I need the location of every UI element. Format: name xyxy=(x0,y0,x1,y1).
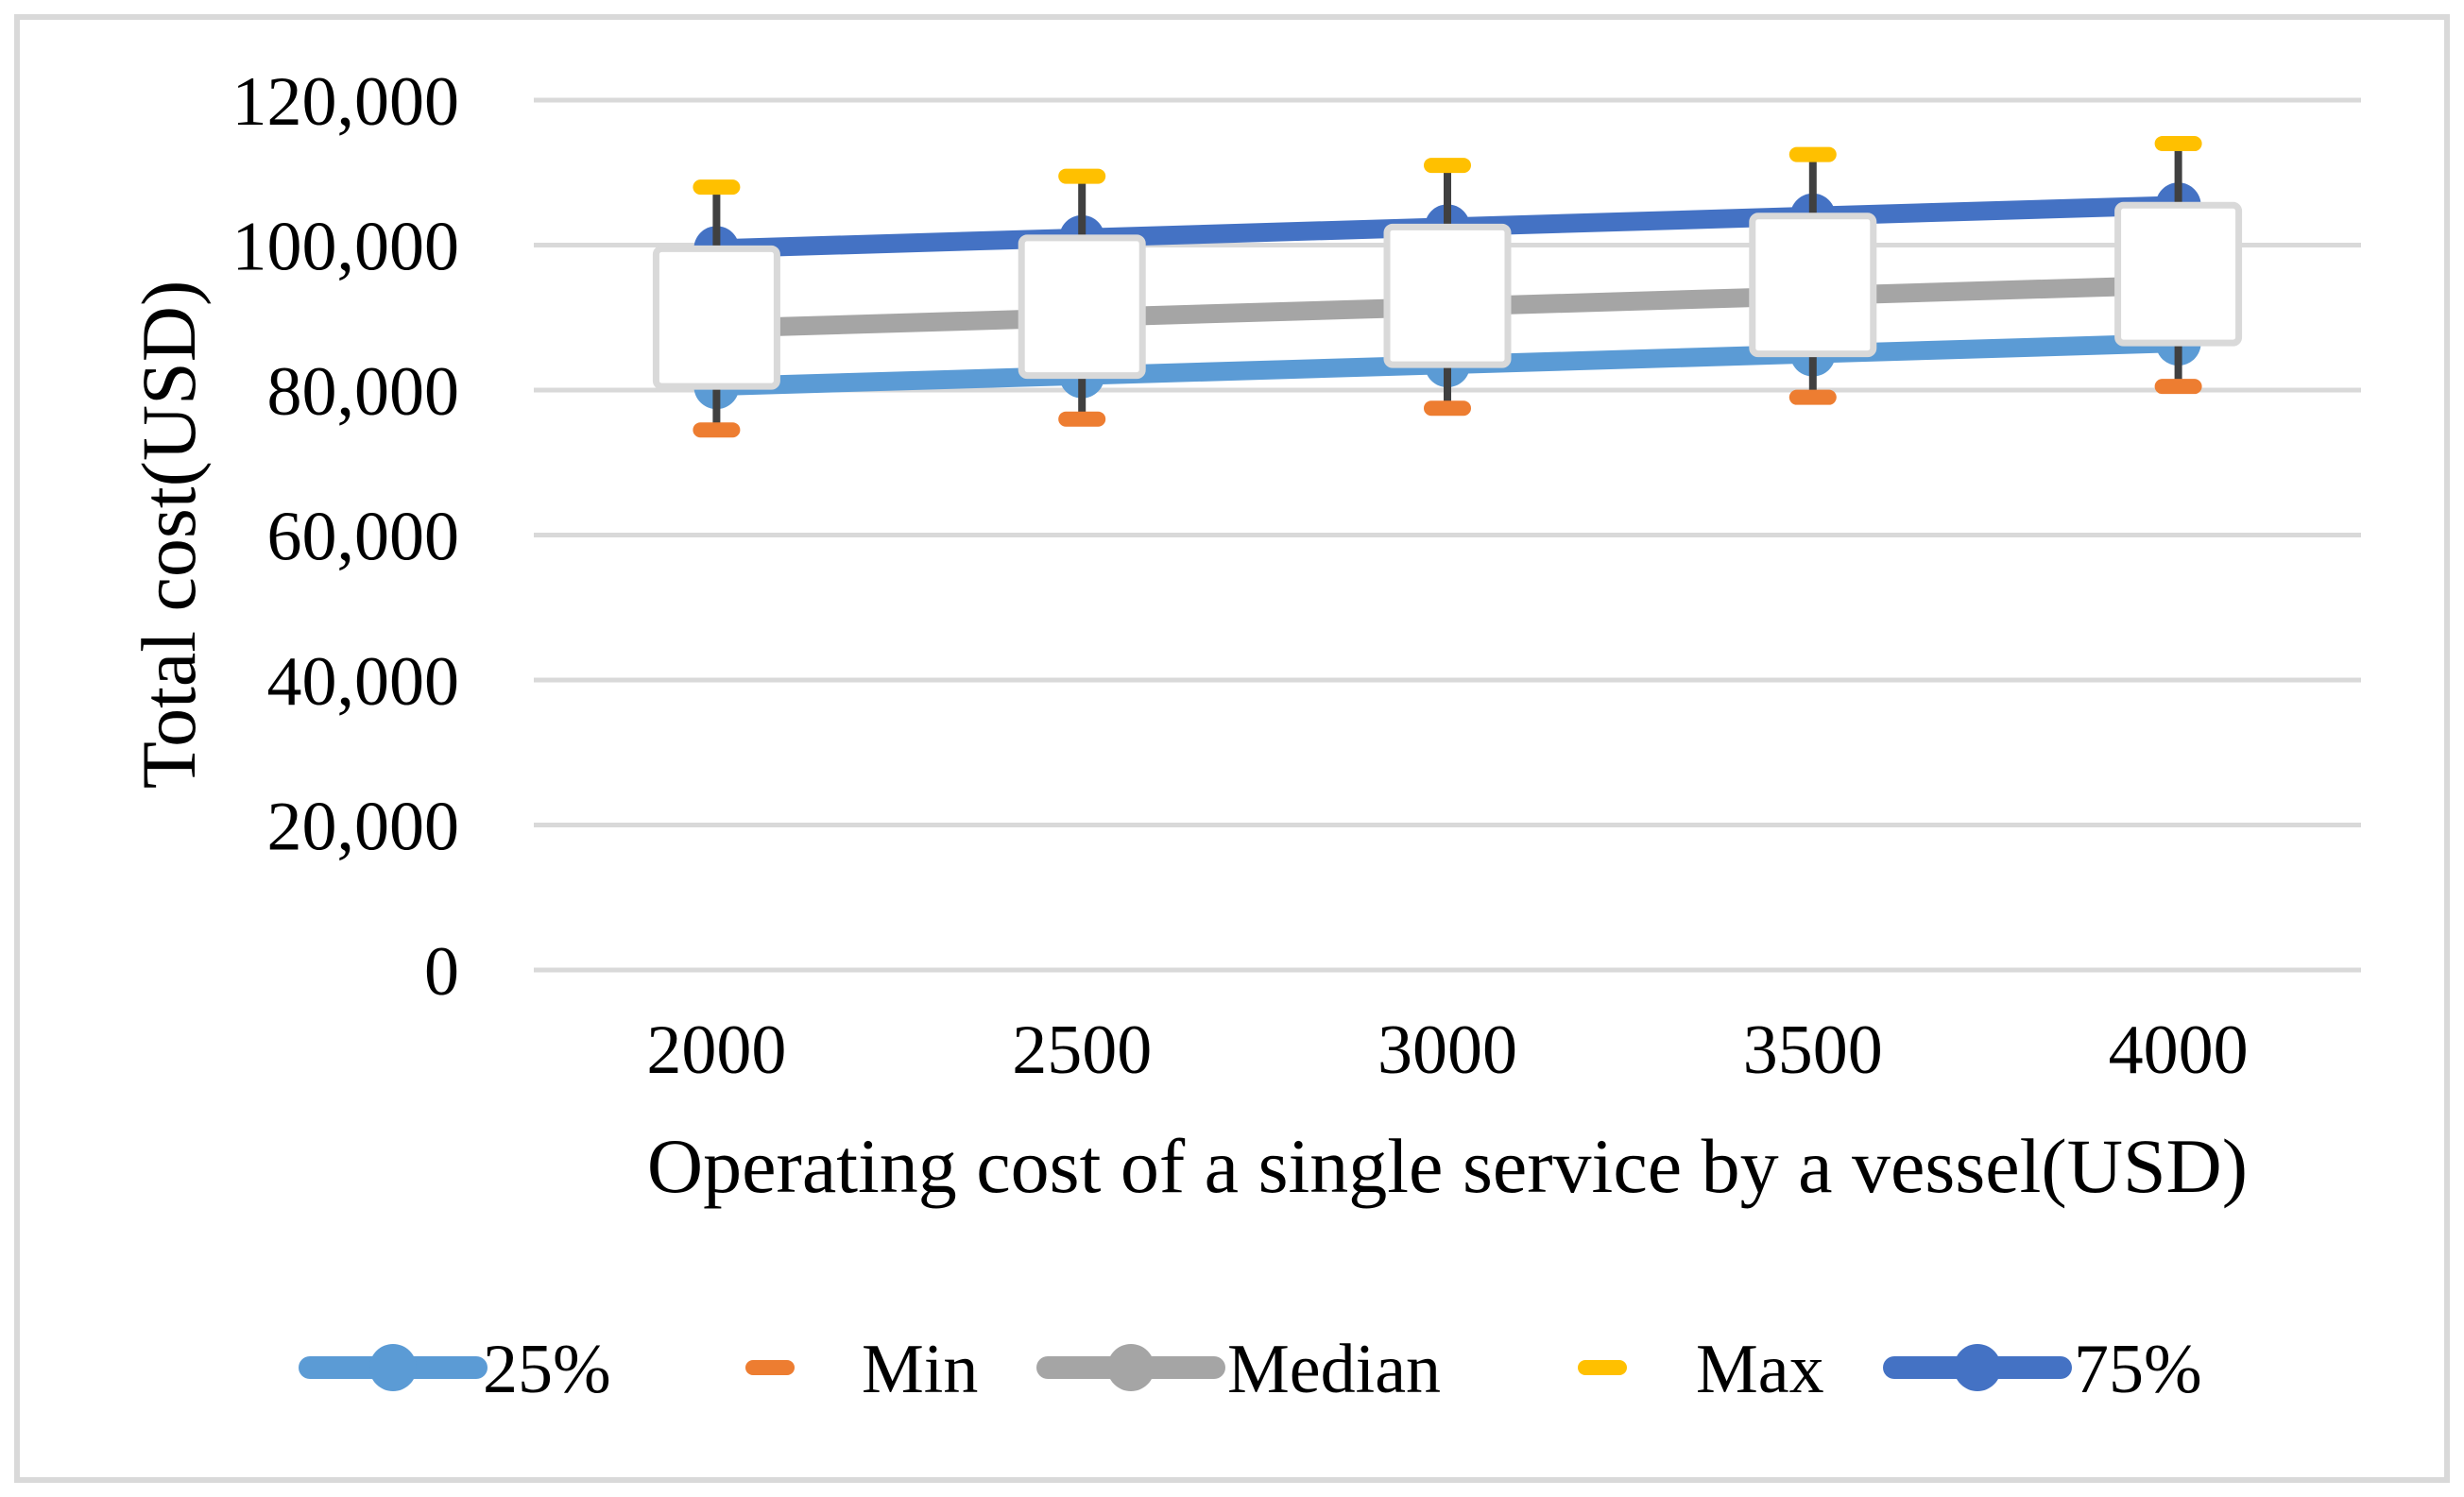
marker-dash-max xyxy=(1424,158,1471,174)
marker-dash-min xyxy=(1424,400,1471,417)
box xyxy=(652,245,780,390)
x-tick-label: 3500 xyxy=(1743,1012,1883,1089)
y-tick-label: 40,000 xyxy=(267,643,460,721)
legend-circle-swatch xyxy=(1107,1344,1155,1391)
marker-dash-max xyxy=(693,179,741,196)
legend-dash-swatch xyxy=(1578,1360,1627,1375)
y-tick-label: 0 xyxy=(424,933,459,1011)
x-tick-label: 4000 xyxy=(2109,1012,2249,1089)
y-axis-tick-labels: 0 20,000 40,000 60,000 80,000 100,000 120,000 xyxy=(232,63,460,1011)
box xyxy=(1018,234,1146,380)
x-axis-title: Operating cost of a single service by a … xyxy=(647,1123,2248,1209)
y-tick-label: 80,000 xyxy=(267,353,460,431)
y-tick-label: 120,000 xyxy=(232,63,460,141)
marker-dash-min xyxy=(1058,411,1106,427)
marker-dash-max xyxy=(1058,168,1106,184)
legend-label: Median xyxy=(1227,1331,1441,1408)
marker-dash-max xyxy=(2154,136,2202,152)
x-tick-label: 2000 xyxy=(646,1012,786,1089)
box xyxy=(1383,223,1512,368)
y-tick-label: 20,000 xyxy=(267,789,460,866)
legend-dash-swatch xyxy=(745,1360,795,1375)
legend-label: Min xyxy=(862,1331,978,1408)
marker-dash-min xyxy=(1788,389,1837,405)
marker-dash-max xyxy=(1788,146,1837,162)
box xyxy=(2114,201,2243,347)
x-tick-label: 3000 xyxy=(1377,1012,1517,1089)
legend: 25% Min Median Max 75% xyxy=(299,1331,2202,1408)
marker-dash-min xyxy=(693,422,741,438)
legend-circle-swatch xyxy=(1954,1344,2001,1391)
min-max-markers xyxy=(693,136,2202,438)
figure-border xyxy=(14,14,2450,1483)
y-tick-label: 60,000 xyxy=(267,499,460,576)
legend-label: 75% xyxy=(2074,1331,2202,1408)
y-axis-title: Total cost(USD) xyxy=(126,281,212,790)
marker-dash-min xyxy=(2154,379,2202,395)
legend-label: Max xyxy=(1696,1331,1824,1408)
box xyxy=(1749,213,1877,358)
x-tick-label: 2500 xyxy=(1012,1012,1152,1089)
boxes xyxy=(652,201,2243,390)
x-axis-tick-labels: 2000 2500 3000 3500 4000 xyxy=(646,1012,2248,1089)
legend-circle-swatch xyxy=(369,1344,417,1391)
y-tick-label: 100,000 xyxy=(232,209,460,286)
legend-label: 25% xyxy=(483,1331,611,1408)
